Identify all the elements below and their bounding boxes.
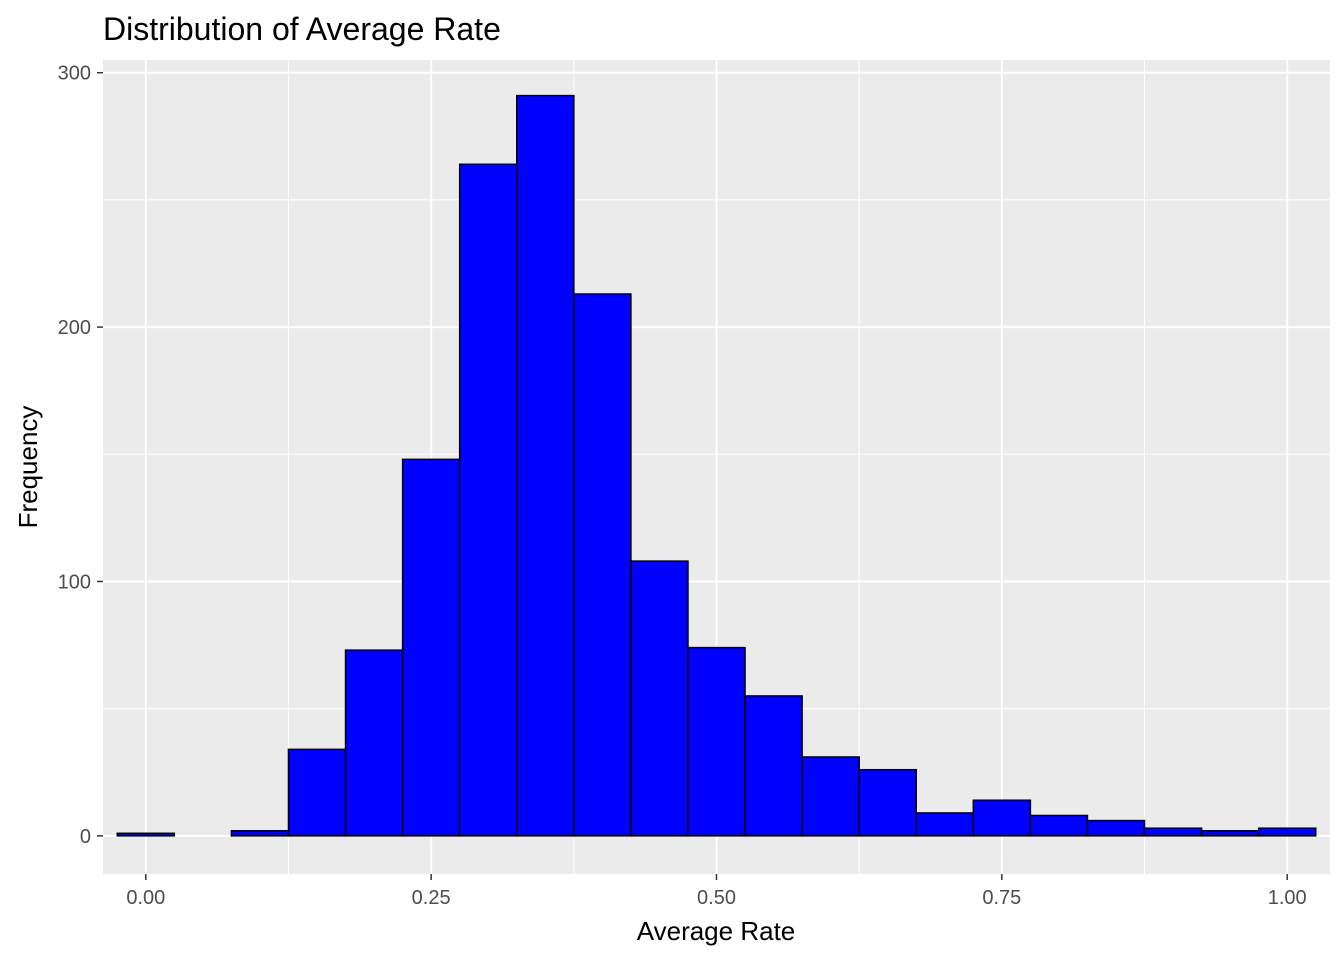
x-tick-label: 0.00 [126, 887, 165, 909]
histogram-bar [344, 649, 404, 837]
histogram-bar [630, 560, 689, 837]
histogram-bar [972, 799, 1032, 837]
histogram-bar [458, 163, 518, 837]
y-axis-title: Frequency [13, 406, 43, 529]
histogram-bar [687, 646, 746, 837]
histogram-bar [858, 768, 917, 837]
y-tick-label: 200 [58, 317, 91, 339]
y-tick-label: 300 [58, 63, 91, 85]
histogram-bar [287, 748, 347, 837]
chart-title: Distribution of Average Rate [103, 11, 501, 47]
y-tick-label: 0 [80, 826, 91, 848]
histogram-bar [573, 293, 632, 837]
x-axis: 0.00 0.25 0.50 0.75 1.00 [126, 874, 1307, 909]
histogram-bar [116, 832, 176, 837]
histogram-bar [230, 830, 290, 837]
x-tick-label: 0.25 [412, 887, 451, 909]
x-tick-label: 0.50 [697, 887, 736, 909]
histogram-bar [1143, 827, 1203, 837]
histogram-bar [1086, 819, 1146, 837]
histogram-bar [744, 695, 803, 837]
histogram-bars [116, 94, 1317, 837]
histogram-bar [1029, 814, 1089, 837]
histogram-bar [915, 812, 975, 837]
y-tick-label: 100 [58, 571, 91, 593]
y-axis: 0 100 200 300 [58, 63, 103, 848]
x-tick-label: 1.00 [1268, 887, 1307, 909]
histogram-bar [1257, 827, 1317, 837]
x-tick-label: 0.75 [982, 887, 1021, 909]
histogram-bar [401, 458, 461, 837]
histogram-bar [801, 756, 860, 837]
histogram-bar [516, 94, 575, 837]
x-axis-title: Average Rate [637, 916, 796, 946]
histogram-bar [1200, 830, 1260, 837]
